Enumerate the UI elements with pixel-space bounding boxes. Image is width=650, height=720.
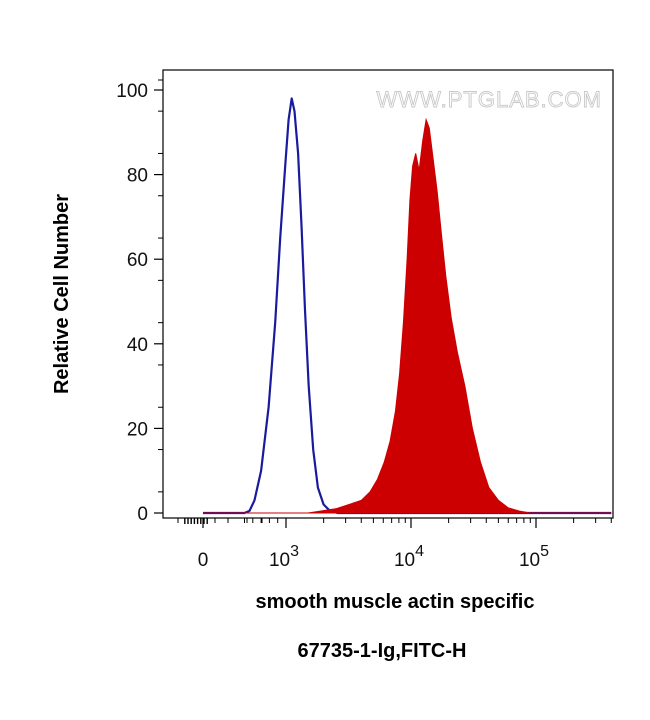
series-1-filled-histogram bbox=[203, 117, 612, 514]
y-tick-label: 60 bbox=[127, 250, 148, 271]
x-tick-label: 104 bbox=[394, 543, 424, 571]
x-tick-exponent: 4 bbox=[415, 543, 424, 560]
y-tick-label: 100 bbox=[116, 81, 148, 102]
x-tick-label: 0 bbox=[198, 550, 209, 571]
x-tick-label: 105 bbox=[519, 543, 549, 571]
figure-caption: 67735-1-Ig,FITC-H bbox=[298, 640, 467, 662]
y-tick-label: 20 bbox=[127, 419, 148, 440]
y-tick-label: 80 bbox=[127, 166, 148, 187]
x-tick-label: 103 bbox=[269, 543, 299, 571]
x-axis-title: smooth muscle actin specific bbox=[256, 591, 535, 613]
x-axis: 0 103 104 105 bbox=[177, 518, 612, 571]
x-tick-exponent: 5 bbox=[540, 543, 549, 560]
series-layer bbox=[203, 97, 612, 515]
y-tick-label: 40 bbox=[127, 335, 148, 356]
watermark: WWW.PTGLAB.COM bbox=[377, 87, 602, 112]
y-tick-label: 0 bbox=[137, 504, 148, 525]
x-tick-exponent: 3 bbox=[290, 543, 299, 560]
series-0-outline-histogram bbox=[203, 97, 612, 515]
plot-frame bbox=[162, 69, 614, 519]
y-axis-title: Relative Cell Number bbox=[51, 194, 73, 394]
y-axis: 0 20 40 60 80 100 bbox=[116, 79, 163, 525]
